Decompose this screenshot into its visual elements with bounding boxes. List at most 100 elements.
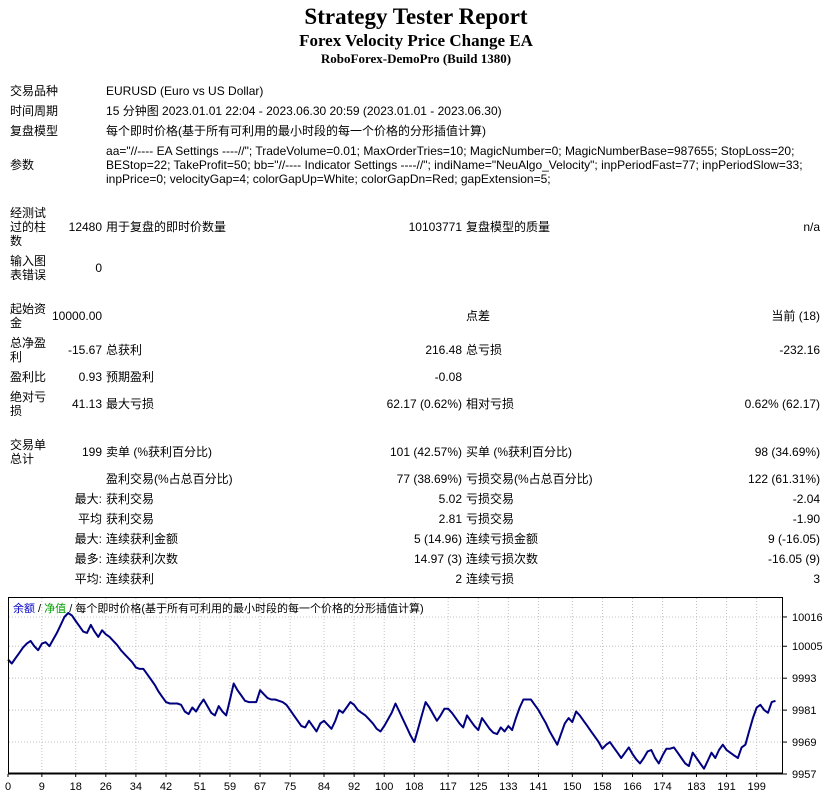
- report-label: [104, 299, 376, 333]
- report-value: 当前 (18): [771, 309, 821, 323]
- x-axis-label: 100: [375, 781, 393, 793]
- report-value: 122 (61.31%): [748, 472, 821, 486]
- report-label: [8, 509, 50, 529]
- report-row: 输入图表错误 0: [8, 251, 822, 285]
- ea-name: Forex Velocity Price Change EA: [299, 31, 533, 50]
- report-row: 绝对亏损 41.13 最大亏损 62.17 (0.62%) 相对亏损 0.62% (62.…: [8, 387, 822, 421]
- report-value: 10000.00: [52, 309, 103, 323]
- report-value: n/a: [803, 220, 821, 234]
- report-value: [50, 469, 104, 489]
- row-value: aa="//---- EA Settings ----//"; TradeVol…: [106, 144, 803, 186]
- report-label: 亏损交易: [466, 492, 515, 506]
- report-label: 经测试过的柱数: [10, 206, 47, 248]
- report-label: 复盘模型的质量: [466, 220, 551, 234]
- report-label: [8, 549, 50, 569]
- report-label: 用于复盘的即时价数量: [106, 220, 227, 234]
- y-axis-label: 9981: [792, 705, 816, 717]
- report-value: 3: [813, 572, 821, 586]
- report-label: 预期盈利: [106, 370, 155, 384]
- y-axis-label: 9993: [792, 673, 816, 685]
- report-label: 交易单总计: [10, 438, 47, 466]
- report-label: 连续获利次数: [106, 552, 179, 566]
- spacer-row: [8, 189, 822, 203]
- report-row: 盈利比 0.93 预期盈利 -0.08: [8, 367, 822, 387]
- report-value: 101 (42.57%): [389, 445, 463, 459]
- report-value: 最大:: [74, 492, 103, 506]
- x-axis-label: 75: [284, 781, 296, 793]
- report-value: -232.16: [779, 343, 821, 357]
- row-value: 每个即时价格(基于所有可利用的最小时段的每一个价格的分形插值计算): [106, 124, 487, 138]
- report-label: 连续亏损: [466, 572, 515, 586]
- legend-model-label: 每个即时价格(基于所有可利用的最小时段的每一个价格的分形插值计算): [75, 603, 424, 615]
- report-row: 参数 aa="//---- EA Settings ----//"; TradeV…: [8, 141, 822, 189]
- plot-border: [8, 597, 783, 774]
- balance-line: [7, 612, 776, 770]
- x-axis-label: 84: [318, 781, 330, 793]
- report-label: [8, 469, 50, 489]
- report-value: [704, 367, 822, 387]
- report-label: 总净盈利: [10, 336, 47, 364]
- report-value: -16.05 (9): [768, 552, 821, 566]
- report-value: 62.17 (0.62%): [386, 397, 463, 411]
- report-row: 最大: 连续获利金额 5 (14.96) 连续亏损金额 9 (-16.05): [8, 529, 822, 549]
- server-build: RoboForex-DemoPro (Build 1380): [320, 51, 512, 66]
- report-value: 41.13: [71, 397, 103, 411]
- report-value: 216.48: [425, 343, 463, 357]
- report-label: 绝对亏损: [10, 390, 47, 418]
- report-label: 亏损交易: [466, 512, 515, 526]
- x-axis-label: 26: [100, 781, 112, 793]
- report-label: 连续获利: [106, 572, 155, 586]
- report-value: [376, 299, 464, 333]
- report-value: 77 (38.69%): [396, 472, 463, 486]
- report-row: 复盘模型 每个即时价格(基于所有可利用的最小时段的每一个价格的分形插值计算): [8, 121, 822, 141]
- report-label: 连续亏损金额: [466, 532, 539, 546]
- report-label: 卖单 (%获利百分比): [106, 445, 213, 459]
- report-value: 2: [455, 572, 463, 586]
- x-axis-label: 0: [5, 781, 11, 793]
- report-label: [464, 367, 704, 387]
- report-value: -2.04: [792, 492, 821, 506]
- report-value: 199: [81, 445, 103, 459]
- report-label: 最大亏损: [106, 397, 155, 411]
- row-label: 复盘模型: [10, 124, 59, 138]
- report-label: 总获利: [106, 343, 143, 357]
- balance-chart: 余额 / 净值 / 每个即时价格(基于所有可利用的最小时段的每一个价格的分形插值…: [5, 597, 832, 795]
- y-axis-label: 9957: [792, 769, 816, 781]
- report-label: 相对亏损: [466, 397, 515, 411]
- x-axis-label: 183: [687, 781, 705, 793]
- report-label: 获利交易: [106, 512, 155, 526]
- report-value: [376, 251, 464, 285]
- report-label: [104, 251, 376, 285]
- spacer-cell: [8, 285, 822, 299]
- report-value: -15.67: [67, 343, 103, 357]
- report-value: [704, 251, 822, 285]
- report-value: 0: [95, 261, 103, 275]
- report-row: 起始资金 10000.00 点差 当前 (18): [8, 299, 822, 333]
- report-row: 交易单总计 199 卖单 (%获利百分比) 101 (42.57%) 买单 (%获利百分…: [8, 435, 822, 469]
- y-axis-label: 9969: [792, 737, 816, 749]
- report-row: 时间周期 15 分钟图 2023.01.01 22:04 - 2023.06.30…: [8, 101, 822, 121]
- x-axis-label: 42: [160, 781, 172, 793]
- report-label: 买单 (%获利百分比): [466, 445, 573, 459]
- report-value: 2.81: [438, 512, 463, 526]
- report-table: 交易品种 EURUSD (Euro vs US Dollar) 时间周期 15 分钟图…: [8, 81, 822, 589]
- report-label: 盈利交易(%占总百分比): [106, 472, 233, 486]
- row-label: 交易品种: [10, 84, 59, 98]
- report-label: [8, 569, 50, 589]
- x-axis-label: 34: [130, 781, 142, 793]
- report-row: 交易品种 EURUSD (Euro vs US Dollar): [8, 81, 822, 101]
- balance-chart-svg: 10016 10005 9993 9981 9969 9957 0 9 18 26 34 42 51 59…: [5, 597, 823, 793]
- report-row: 平均: 连续获利 2 连续亏损 3: [8, 569, 822, 589]
- x-axis-label: 108: [405, 781, 423, 793]
- chart-legend: 余额 / 净值 / 每个即时价格(基于所有可利用的最小时段的每一个价格的分形插值…: [13, 600, 424, 616]
- report-value: 9 (-16.05): [768, 532, 821, 546]
- report-label: 盈利比: [10, 370, 47, 384]
- report-value: 最大:: [74, 532, 103, 546]
- y-axis-label: 10005: [792, 641, 823, 653]
- report-label: 亏损交易(%占总百分比): [466, 472, 593, 486]
- spacer-cell: [8, 421, 822, 435]
- legend-separator: /: [35, 603, 45, 615]
- report-header: Strategy Tester Report Forex Velocity Pr…: [0, 0, 832, 67]
- report-label: 连续亏损次数: [466, 552, 539, 566]
- report-value: 平均: [78, 512, 103, 526]
